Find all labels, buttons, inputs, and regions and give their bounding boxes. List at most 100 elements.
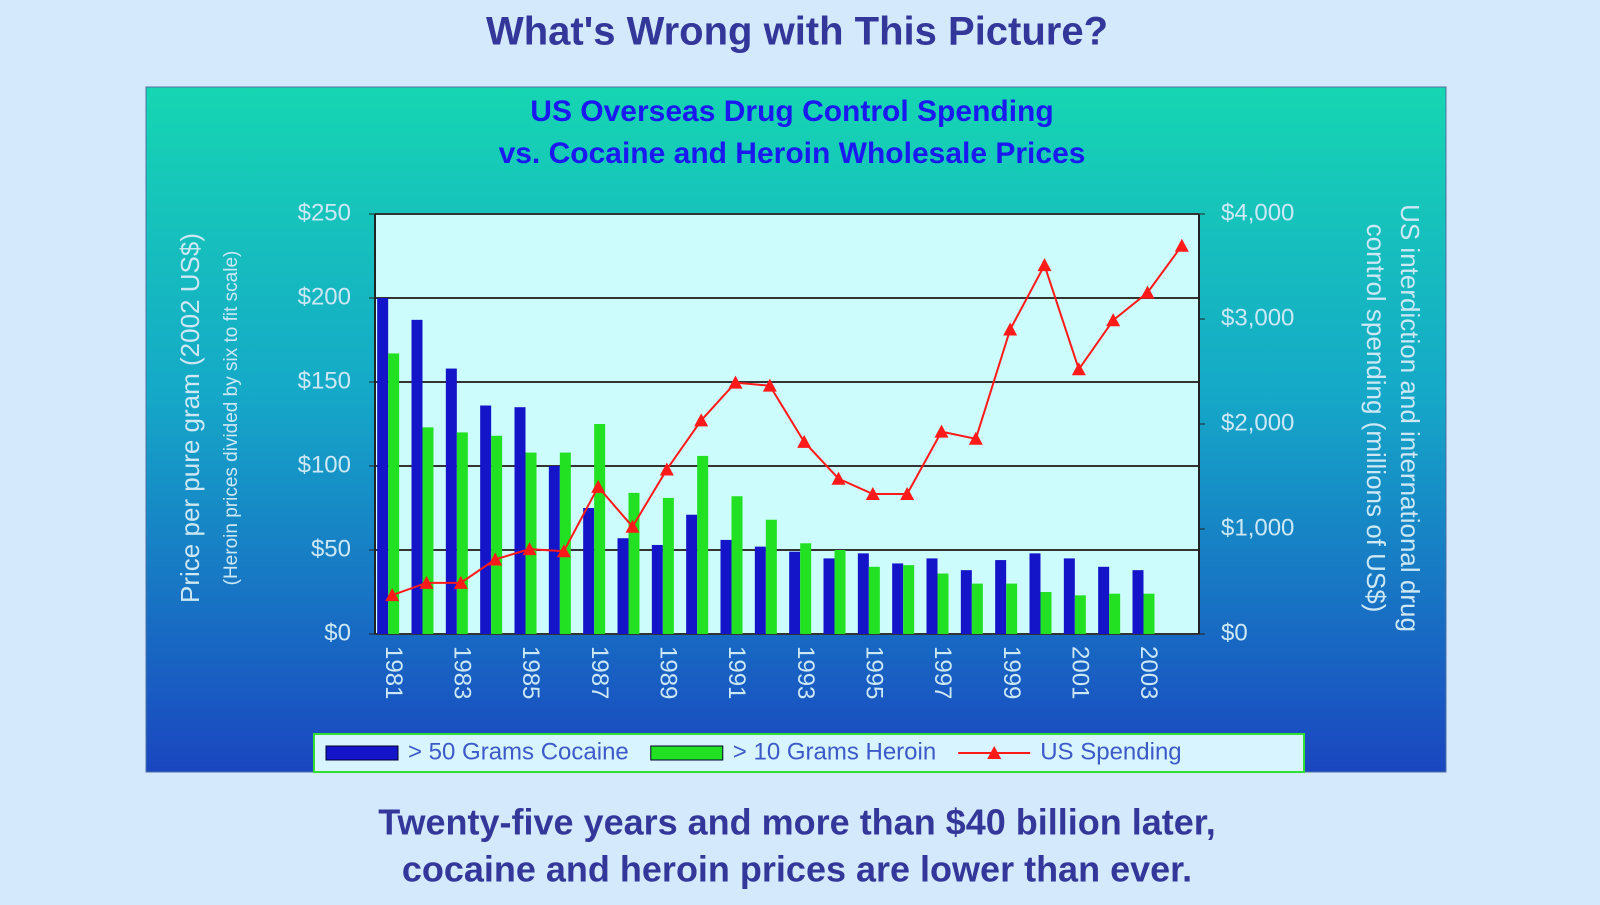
bar [1098, 566, 1110, 634]
bar [1109, 593, 1121, 634]
line [391, 245, 1183, 597]
bar [697, 455, 709, 634]
bar [823, 558, 835, 634]
bar [960, 570, 972, 634]
marker [865, 487, 880, 501]
y-tick-label: $150 [298, 367, 351, 394]
marker [728, 375, 743, 389]
bar [1006, 583, 1018, 634]
bar [800, 543, 812, 634]
marker [900, 487, 915, 501]
y2-tick-label: $4,000 [1221, 199, 1294, 226]
marker [831, 471, 846, 485]
marker [522, 542, 537, 556]
bar [1063, 558, 1075, 634]
bar [525, 452, 537, 634]
bar [971, 583, 983, 634]
marker [762, 378, 777, 392]
bar [377, 298, 389, 634]
bar [903, 565, 915, 634]
bar [583, 508, 595, 634]
y-tick-label: $250 [298, 199, 351, 226]
bar [1132, 570, 1144, 634]
x-tick-label: 2001 [1066, 646, 1093, 699]
marker [968, 431, 983, 445]
bar [995, 560, 1007, 634]
y-axis-note: (Heroin prices divided by six to fit sca… [221, 251, 242, 586]
x-tick-label: 1995 [860, 646, 887, 699]
x-tick-label: 1981 [380, 646, 407, 699]
bar [789, 551, 801, 634]
y2-tick-label: $1,000 [1221, 514, 1294, 541]
y2-axis-label: control spending (millions of US$) [1361, 224, 1391, 613]
bar [445, 368, 457, 634]
legend [313, 733, 1305, 773]
bar [480, 405, 492, 634]
x-tick-label: 1989 [654, 646, 681, 699]
bar [754, 546, 766, 634]
y2-tick-label: $0 [1221, 619, 1248, 646]
y2-axis-label: US interdiction and international drug [1395, 204, 1425, 632]
bar [926, 558, 938, 634]
bar [731, 496, 743, 634]
marker [591, 479, 606, 493]
bar [868, 566, 880, 634]
caption: cocaine and heroin prices are lower than… [402, 849, 1192, 890]
marker [556, 544, 571, 558]
marker [488, 552, 503, 566]
bar [765, 519, 777, 634]
bar [662, 497, 674, 634]
heading: What's Wrong with This Picture? [486, 10, 1108, 54]
bar [514, 407, 526, 634]
legend-label: > 10 Grams Heroin [733, 738, 936, 765]
bar [1074, 595, 1086, 634]
marker [1174, 238, 1189, 252]
bar [559, 452, 571, 634]
bar [422, 427, 434, 634]
bar [651, 544, 663, 634]
y-tick-label: $100 [298, 451, 351, 478]
y2-tick-label: $2,000 [1221, 409, 1294, 436]
caption: Twenty-five years and more than $40 bill… [378, 802, 1216, 843]
legend-swatch [325, 745, 399, 761]
chart-title: US Overseas Drug Control Spending [530, 95, 1053, 128]
marker [419, 575, 434, 589]
bar [720, 539, 732, 634]
bar [834, 550, 846, 634]
marker [934, 424, 949, 438]
bar [937, 573, 949, 634]
legend-label: > 50 Grams Cocaine [408, 738, 629, 765]
marker [797, 434, 812, 448]
marker [453, 575, 468, 589]
marker [1037, 258, 1052, 272]
marker [625, 519, 640, 533]
bar [1040, 592, 1052, 634]
marker [659, 462, 674, 476]
plot-area [375, 214, 1199, 634]
x-tick-label: 1997 [929, 646, 956, 699]
bar [628, 492, 640, 634]
bar [617, 538, 629, 634]
y-tick-label: $200 [298, 283, 351, 310]
y-axis-label: Price per pure gram (2002 US$) [175, 233, 205, 603]
legend-label: US Spending [1040, 738, 1181, 765]
y-tick-label: $50 [311, 535, 351, 562]
legend-swatch [987, 746, 1002, 759]
bar [594, 424, 606, 634]
x-tick-label: 2003 [1135, 646, 1162, 699]
bar [1143, 593, 1155, 634]
bar [491, 435, 503, 634]
chart-subtitle: vs. Cocaine and Heroin Wholesale Prices [499, 137, 1086, 170]
x-tick-label: 1991 [723, 646, 750, 699]
bar [411, 319, 423, 634]
x-tick-label: 1983 [448, 646, 475, 699]
bar [1029, 553, 1041, 634]
marker [694, 413, 709, 427]
x-tick-label: 1999 [998, 646, 1025, 699]
bar [388, 353, 400, 634]
x-tick-label: 1985 [517, 646, 544, 699]
y-tick-label: $0 [324, 619, 351, 646]
bar [857, 553, 869, 634]
